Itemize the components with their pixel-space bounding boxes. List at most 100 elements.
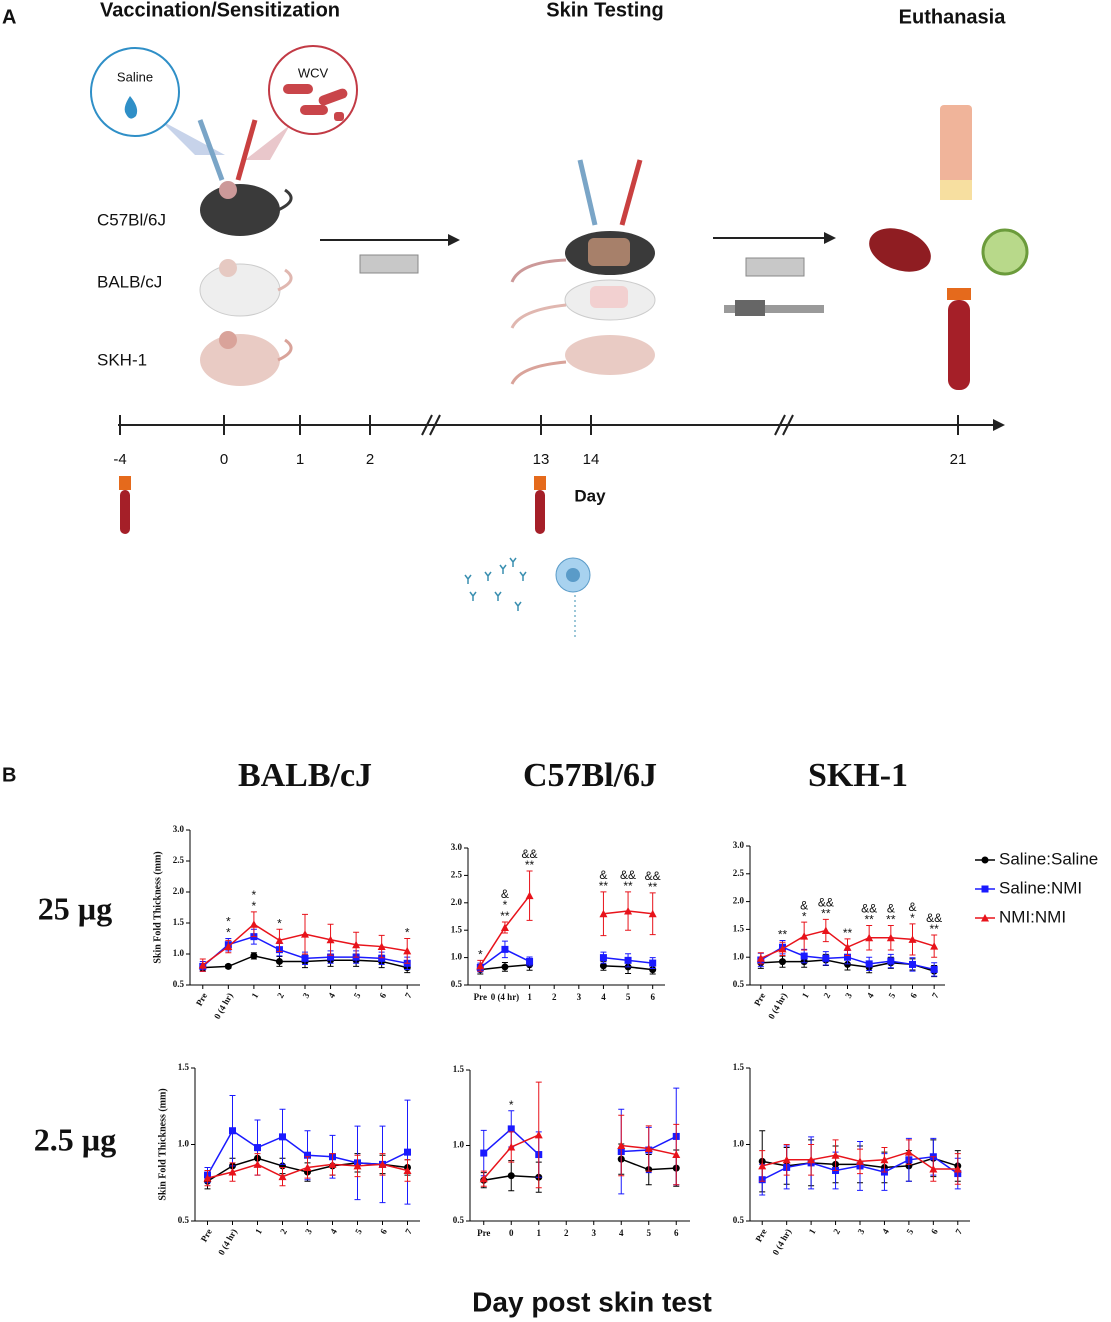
axis-break (774, 414, 786, 436)
y-tick-label: 0.5 (451, 979, 463, 989)
bacterium (334, 112, 344, 121)
chart: C57Bl/6J 0.5 1.0 1.5 2.0 2.5 3.0 Pre 0 (4 hr) 1 2 3… (451, 757, 665, 1002)
marker (821, 926, 830, 935)
marker (758, 1161, 767, 1170)
chart-title: BALB/cJ (238, 757, 372, 794)
marker (278, 1172, 287, 1181)
significance-mark: && (818, 896, 834, 910)
marker (953, 1164, 962, 1173)
x-tick-label: 4 (326, 991, 337, 1000)
y-tick-label: 2.5 (173, 855, 185, 865)
x-tick-label: 5 (886, 991, 897, 1000)
x-tick-label: 1 (253, 1227, 264, 1236)
marker (250, 952, 258, 960)
mouse-tail (510, 303, 567, 329)
timeline-label: 0 (220, 451, 228, 468)
x-tick-label: 6 (650, 992, 655, 1002)
marker (328, 1160, 337, 1168)
y-axis-title: Skin Fold Thickness (mm) (157, 1088, 168, 1200)
marker (301, 954, 309, 962)
mouse-tail (277, 188, 293, 212)
caliper (724, 305, 824, 313)
significance-mark: * (226, 926, 231, 940)
mouse-tail (510, 258, 567, 283)
mouse (199, 263, 281, 317)
shaved-patch (590, 286, 628, 308)
marker (224, 942, 233, 951)
x-tick-label: 6 (674, 1228, 679, 1238)
syringe (619, 159, 643, 226)
legend: Saline:Saline Saline:NMI NMI:NMI (975, 849, 1098, 926)
marker (599, 954, 607, 962)
marker (254, 1144, 261, 1152)
marker (326, 935, 335, 944)
y-tick-label: 3.0 (173, 824, 185, 834)
row-label: 2.5 µg (34, 1121, 116, 1157)
axis-break (429, 414, 441, 436)
x-tick-label: 3 (301, 991, 312, 1000)
x-tick-label: Pre (477, 1228, 490, 1238)
marker (831, 1151, 840, 1159)
x-tick-label: 2 (275, 991, 286, 1000)
marker (807, 1155, 816, 1164)
scale (359, 254, 419, 274)
panel-label: A (2, 6, 16, 28)
marker (377, 942, 386, 951)
marker (403, 946, 412, 955)
timeline-label: 21 (950, 451, 967, 468)
marker (930, 965, 938, 973)
y-tick-label: 2.0 (173, 886, 185, 896)
shaved-patch (588, 238, 630, 266)
marker (782, 1155, 791, 1164)
significance-mark: * (405, 926, 410, 940)
y-tick-label: 1.5 (453, 1064, 465, 1074)
y-tick-label: 0.5 (733, 1215, 745, 1225)
legend-label: Saline:Saline (999, 849, 1098, 868)
strain-label: BALB/cJ (97, 272, 162, 291)
significance-mark: * (277, 916, 282, 930)
x-tick-label: 7 (403, 991, 414, 1000)
bacterium (283, 84, 313, 94)
marker (648, 909, 657, 918)
marker (624, 907, 633, 915)
marker (779, 958, 786, 966)
x-tick-label: 0 (4 hr) (212, 991, 235, 1021)
significance-mark: && (645, 869, 661, 883)
arrowhead (993, 419, 1005, 431)
x-tick-label: 1 (537, 1228, 542, 1238)
y-tick-label: 1.5 (178, 1062, 190, 1072)
x-tick-label: Pre (194, 991, 209, 1008)
x-tick-label: 6 (908, 991, 919, 1000)
marker (844, 960, 851, 968)
legend-marker (981, 914, 989, 922)
legend-marker (981, 856, 989, 864)
significance-mark: * (478, 948, 483, 962)
significance-mark: & (887, 902, 895, 916)
marker (507, 1125, 515, 1133)
tube-cap (119, 476, 131, 490)
x-tick-label: 2 (821, 991, 832, 1000)
tube-cap (947, 288, 971, 300)
significance-mark: ** (500, 909, 510, 923)
marker (476, 961, 485, 970)
significance-mark: & (908, 900, 916, 914)
scale (745, 257, 805, 277)
legend-marker (981, 885, 989, 893)
significance-mark: ** (648, 880, 658, 894)
axis-break (421, 414, 433, 436)
axis-label: Day (574, 486, 606, 505)
x-tick-label: 4 (619, 1228, 624, 1238)
tube (120, 490, 130, 534)
panel-label: B (2, 764, 16, 786)
bubble-label: WCV (298, 65, 329, 80)
marker (352, 940, 361, 949)
x-tick-label: 7 (953, 1227, 964, 1236)
x-tick-label: 4 (880, 1227, 891, 1236)
marker (279, 1133, 286, 1141)
significance-mark: * (252, 888, 257, 902)
marker (822, 954, 830, 962)
y-tick-label: 1.0 (733, 1139, 745, 1149)
marker (403, 1166, 412, 1175)
timeline-label: 14 (583, 451, 600, 468)
marker (327, 953, 335, 961)
